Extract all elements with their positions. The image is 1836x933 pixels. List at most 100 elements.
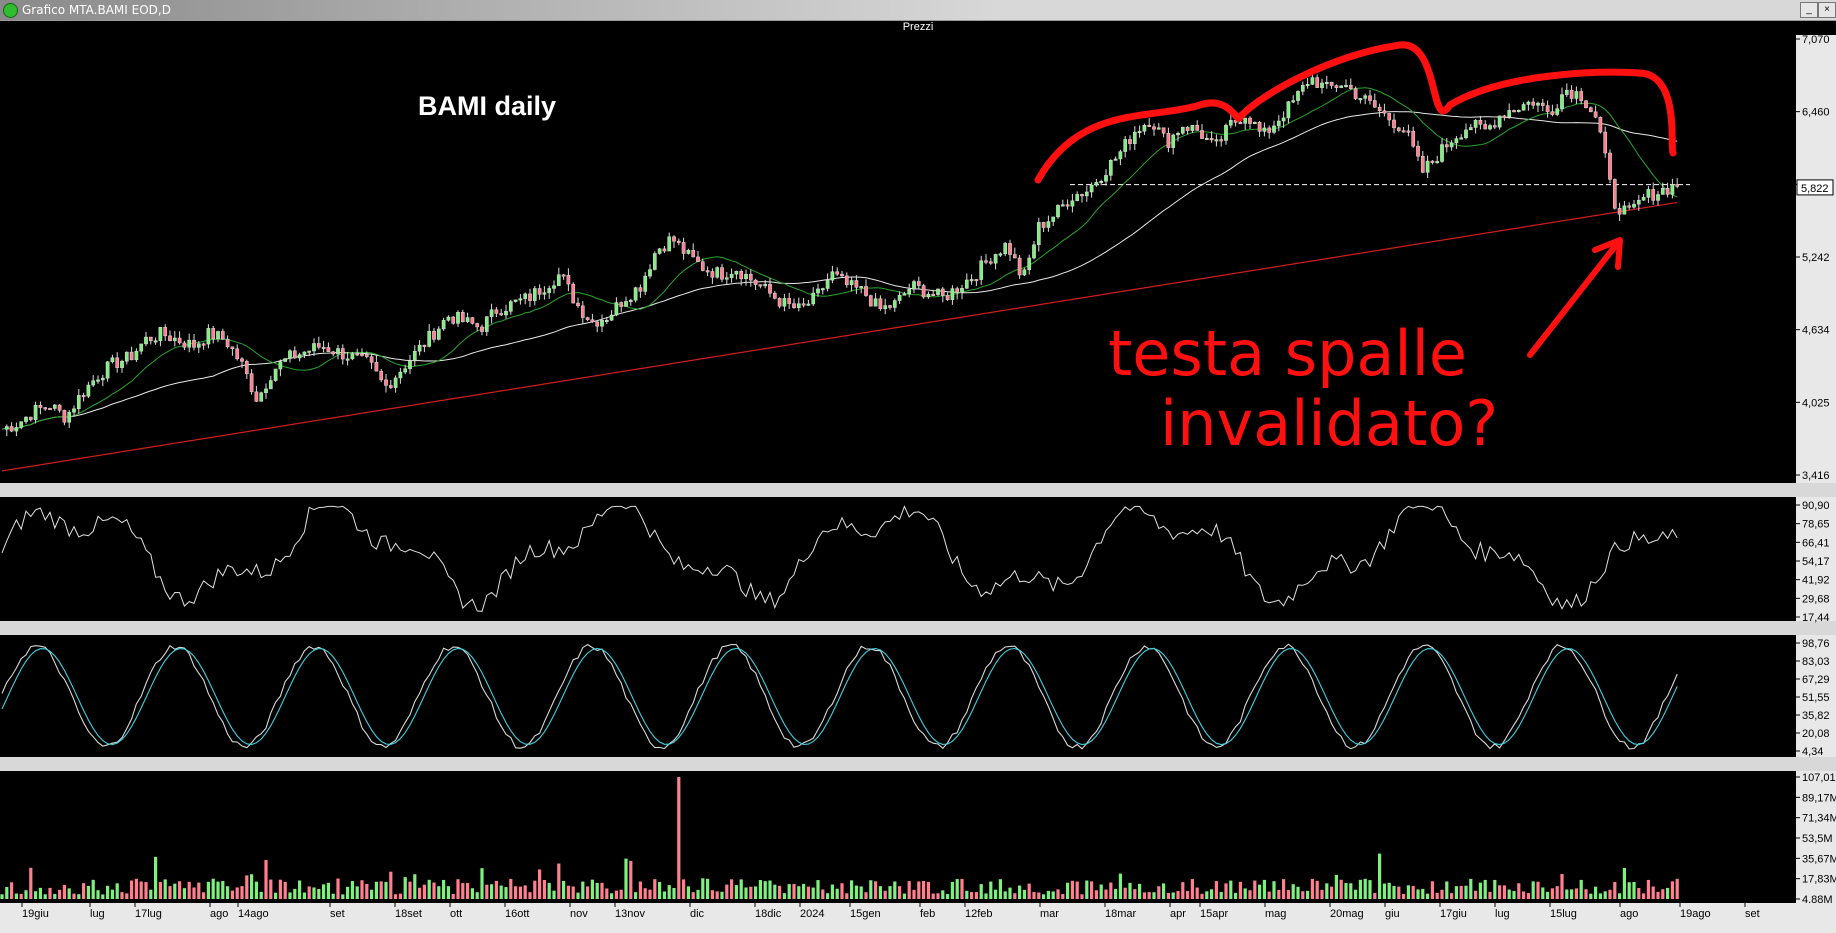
medium-ma-line <box>1 111 1678 430</box>
candle-body <box>758 284 763 287</box>
candle-body <box>1339 85 1344 88</box>
candle-body <box>1579 91 1584 101</box>
volume-bar <box>187 881 191 899</box>
volume-bar <box>1536 881 1540 899</box>
window-icon[interactable] <box>3 3 18 18</box>
candle-body <box>139 343 144 352</box>
candle-body <box>830 271 835 281</box>
candle-body <box>1142 124 1147 132</box>
volume-bar <box>1056 889 1060 899</box>
volume-bar <box>154 856 158 899</box>
candle-body <box>91 380 96 386</box>
volume-bar <box>394 894 398 899</box>
candle-body <box>945 295 950 300</box>
candle-body <box>859 286 864 289</box>
candle-body <box>1051 216 1056 222</box>
candle-body <box>1603 131 1608 154</box>
candle-body <box>1512 110 1516 113</box>
volume-bar <box>816 880 820 899</box>
xtick-label: 13nov <box>615 908 645 920</box>
volume-bar <box>802 883 806 899</box>
title-bar-gradient <box>0 0 1000 20</box>
stoch-panel <box>0 635 1796 757</box>
candle-body <box>926 293 931 298</box>
volume-bar <box>1066 882 1070 899</box>
window-title: Grafico MTA.BAMI EOD,D <box>22 3 171 17</box>
volume-bar <box>1272 881 1276 899</box>
candle-body <box>374 362 379 372</box>
volume-bar <box>1651 886 1655 899</box>
chart-area[interactable]: 7,0706,4605,8225,2424,6344,0253,4165,822… <box>0 35 1836 933</box>
volume-bar <box>614 890 618 899</box>
volume-bar <box>1478 882 1482 899</box>
candle-body <box>672 236 676 242</box>
volume-bar <box>355 886 359 899</box>
volume-bar <box>1037 892 1041 899</box>
xtick-label: 16ott <box>505 908 529 920</box>
volume-bar <box>446 886 450 899</box>
candle-body <box>436 328 441 340</box>
stoch-axis <box>1796 635 1836 757</box>
volume-bar <box>274 892 278 899</box>
volume-bar <box>422 884 426 899</box>
volume-bar <box>259 891 263 899</box>
volume-bar <box>1162 883 1166 899</box>
close-icon[interactable]: × <box>1818 2 1836 18</box>
candle-body <box>187 339 192 348</box>
candle-body <box>902 293 907 296</box>
volume-bar <box>346 886 350 899</box>
candle-body <box>715 267 720 278</box>
volume-bar <box>1469 878 1473 899</box>
volume-bar <box>1483 879 1487 899</box>
candle-body <box>1564 89 1569 95</box>
panel-splitter[interactable] <box>0 483 1836 497</box>
candle-body <box>67 411 72 423</box>
ytick-label: 89,17M <box>1802 792 1836 804</box>
volume-bar <box>533 880 537 899</box>
candle-body <box>1416 145 1420 157</box>
panel-splitter[interactable] <box>0 757 1836 771</box>
xtick-label: 18mar <box>1105 908 1137 920</box>
candle-body <box>1660 188 1665 195</box>
volume-bar <box>840 883 844 899</box>
candle-body <box>1526 101 1531 105</box>
volume-bar <box>557 863 561 899</box>
volume-bar <box>326 882 330 899</box>
xtick-label: 19giu <box>22 908 49 920</box>
candle-body <box>1560 94 1564 109</box>
volume-bar <box>1229 880 1233 899</box>
candle-body <box>129 351 134 361</box>
volume-bar <box>1181 882 1185 899</box>
volume-bar <box>864 892 868 899</box>
volume-bar <box>1085 880 1089 899</box>
head-shoulders-drawing <box>1034 41 1677 184</box>
candle-body <box>537 288 542 295</box>
panel-splitter[interactable] <box>0 621 1836 635</box>
candle-body <box>1185 126 1190 131</box>
candle-body <box>1099 181 1104 184</box>
volume-bar <box>235 887 239 899</box>
candle-body <box>384 379 388 386</box>
volume-bar <box>82 883 86 899</box>
candle-body <box>1665 188 1670 195</box>
xtick-label: 17lug <box>135 908 162 920</box>
candle-body <box>998 253 1003 256</box>
minimize-button[interactable]: _ <box>1800 2 1818 18</box>
candle-body <box>220 331 225 340</box>
volume-bar <box>1109 882 1113 899</box>
volume-bar <box>461 883 465 899</box>
volume-bar <box>715 891 719 899</box>
volume-bar <box>432 882 436 899</box>
volume-bar <box>350 881 354 899</box>
volume-bar <box>312 887 316 899</box>
volume-bar <box>1315 880 1319 899</box>
candle-body <box>1228 120 1233 126</box>
volume-bar <box>437 886 441 899</box>
candle-body <box>1267 127 1272 133</box>
volume-bar <box>672 888 676 899</box>
candle-body <box>355 353 360 356</box>
volume-bar <box>29 867 33 899</box>
candle-body <box>1430 160 1435 163</box>
volume-bar <box>1627 882 1631 899</box>
candle-body <box>921 285 926 298</box>
